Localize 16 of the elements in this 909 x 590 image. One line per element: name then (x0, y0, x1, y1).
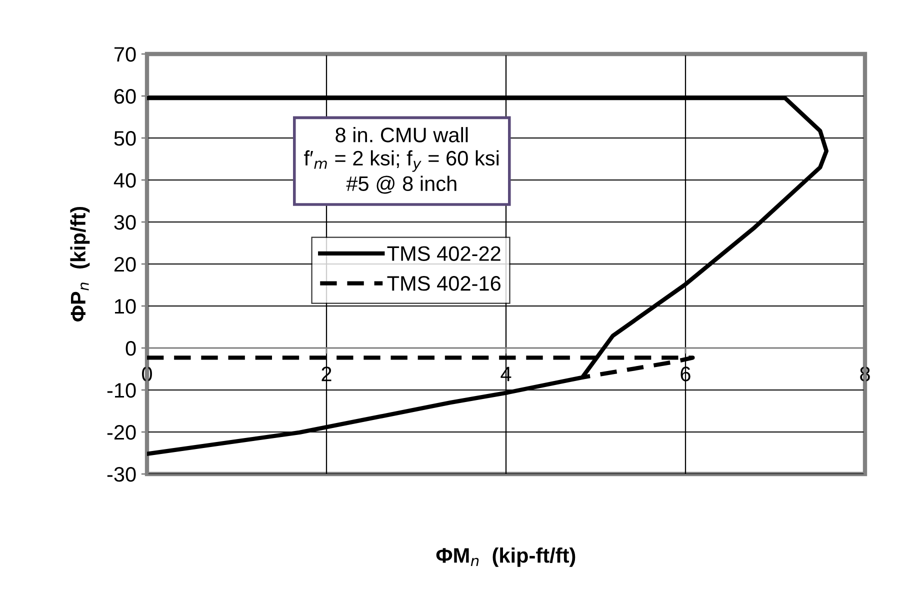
y-tick-label: 40 (114, 173, 136, 188)
y-tick-label: 10 (115, 299, 136, 314)
y-tick-label: -20 (107, 425, 136, 440)
y-tick-label: 20 (114, 257, 136, 272)
legend-label: TMS 402-22 (387, 246, 500, 261)
legend-label: TMS 402-16 (387, 276, 501, 291)
y-tick-label: -10 (107, 383, 136, 398)
y-tick-label: 50 (114, 131, 136, 146)
y-tick-label: 0 (126, 341, 136, 356)
y-tick-label: 60 (114, 89, 136, 104)
x-axis-title: ΦM$_{n}$ (kip-ft/ft) (436, 548, 576, 567)
y-axis-title: ΦP$_{n}$ (kip/ft) (70, 206, 90, 322)
annotation: 8 in. CMU wall f′$_{m}$ = 2 ksi; f$_{y}$ = 60 ksi #5 @ 8 inch (304, 127, 499, 194)
y-tick-label: -30 (107, 467, 136, 482)
y-tick-label: 70 (114, 47, 136, 62)
y-tick-label: 30 (114, 215, 136, 230)
